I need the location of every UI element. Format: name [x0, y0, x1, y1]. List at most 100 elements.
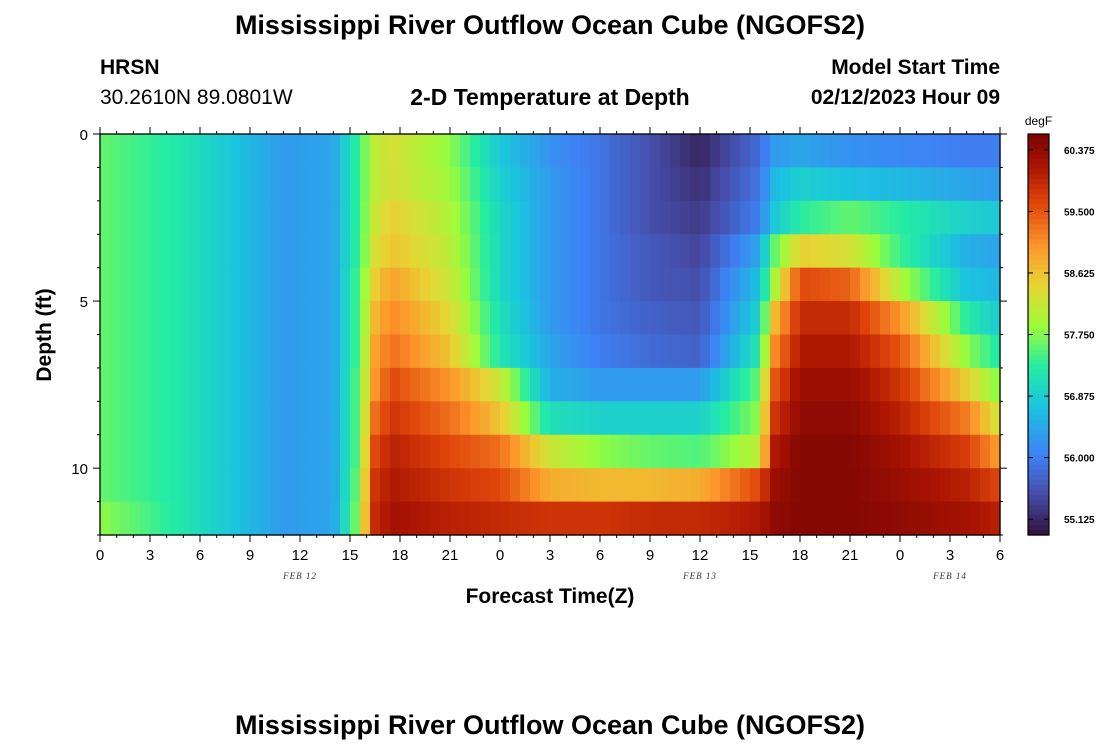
colorbar-band	[1028, 524, 1049, 531]
heatmap-cell	[240, 434, 251, 469]
heatmap-cell	[790, 367, 801, 402]
heatmap-cell	[430, 367, 441, 402]
heatmap-cell	[190, 401, 201, 436]
heatmap-cell	[160, 334, 171, 369]
heatmap-cell	[990, 301, 1001, 336]
heatmap-cell	[480, 401, 491, 436]
heatmap-cell	[460, 234, 471, 269]
heatmap-cell	[990, 334, 1001, 369]
heatmap-cell	[840, 134, 851, 169]
heatmap-cell	[450, 167, 461, 202]
heatmap-cell	[900, 134, 911, 169]
heatmap-cell	[100, 501, 111, 536]
heatmap-cell	[910, 200, 921, 235]
heatmap-cell	[680, 167, 691, 202]
heatmap-cell	[720, 501, 731, 536]
heatmap-cell	[320, 401, 331, 436]
heatmap-cell	[340, 367, 351, 402]
heatmap-cell	[890, 167, 901, 202]
heatmap-cell	[930, 401, 941, 436]
heatmap-cell	[520, 134, 531, 169]
heatmap-cell	[910, 301, 921, 336]
heatmap-cell	[640, 367, 651, 402]
heatmap-cell	[360, 434, 371, 469]
heatmap-cell	[260, 267, 271, 302]
colorbar-tick-label: 60.375	[1064, 146, 1095, 157]
heatmap-cell	[960, 167, 971, 202]
heatmap-cell	[460, 200, 471, 235]
heatmap-cell	[720, 468, 731, 503]
heatmap-cell	[470, 334, 481, 369]
heatmap-cell	[870, 234, 881, 269]
heatmap-cell	[730, 401, 741, 436]
heatmap-cell	[150, 434, 161, 469]
heatmap-cell	[190, 501, 201, 536]
heatmap-cell	[770, 200, 781, 235]
heatmap-cell	[320, 468, 331, 503]
heatmap-cell	[310, 334, 321, 369]
heatmap-cell	[700, 301, 711, 336]
heatmap-cell	[150, 234, 161, 269]
heatmap-cell	[720, 134, 731, 169]
x-tick-label: 3	[146, 547, 154, 564]
heatmap-cell	[770, 434, 781, 469]
heatmap-cell	[750, 200, 761, 235]
heatmap-cell	[650, 401, 661, 436]
heatmap-cell	[420, 167, 431, 202]
heatmap-cell	[740, 401, 751, 436]
heatmap-cell	[290, 401, 301, 436]
heatmap-cell	[690, 200, 701, 235]
colorbar-band	[1028, 249, 1049, 255]
heatmap-cell	[830, 200, 841, 235]
heatmap-cell	[590, 468, 601, 503]
heatmap-cell	[720, 401, 731, 436]
heatmap-cell	[970, 501, 981, 536]
heatmap-cell	[590, 234, 601, 269]
heatmap-cell	[290, 167, 301, 202]
heatmap-cell	[810, 200, 821, 235]
heatmap-cell	[170, 234, 181, 269]
heatmap-cell	[760, 234, 771, 269]
heatmap-cell	[940, 468, 951, 503]
heatmap-cell	[270, 234, 281, 269]
heatmap-cell	[320, 301, 331, 336]
heatmap-cell	[200, 234, 211, 269]
heatmap-cell	[660, 301, 671, 336]
heatmap-cell	[710, 134, 721, 169]
heatmap-cell	[950, 334, 961, 369]
heatmap-cell	[870, 434, 881, 469]
heatmap-cell	[180, 367, 191, 402]
heatmap-cell	[610, 367, 621, 402]
heatmap-cell	[530, 501, 541, 536]
heatmap-cell	[710, 434, 721, 469]
heatmap-cell	[990, 167, 1001, 202]
heatmap-cell	[180, 267, 191, 302]
heatmap-cell	[650, 134, 661, 169]
heatmap-cell	[810, 167, 821, 202]
heatmap-cell	[830, 334, 841, 369]
heatmap-cell	[650, 267, 661, 302]
heatmap-cell	[200, 134, 211, 169]
heatmap-cell	[720, 301, 731, 336]
colorbar-band	[1028, 429, 1049, 436]
heatmap-cell	[720, 367, 731, 402]
heatmap-cell	[280, 301, 291, 336]
colorbar-band	[1028, 494, 1049, 501]
heatmap-cell	[390, 267, 401, 302]
heatmap-cell	[360, 167, 371, 202]
heatmap-cell	[960, 367, 971, 402]
heatmap-cell	[110, 167, 121, 202]
heatmap-cell	[420, 468, 431, 503]
heatmap-cell	[270, 301, 281, 336]
heatmap-cell	[550, 134, 561, 169]
heatmap-cell	[680, 267, 691, 302]
colorbar-band	[1028, 254, 1049, 260]
heatmap-cell	[790, 468, 801, 503]
heatmap-cell	[150, 134, 161, 169]
heatmap-cell	[800, 134, 811, 169]
heatmap-cell	[570, 367, 581, 402]
heatmap-cell	[550, 301, 561, 336]
heatmap-cell	[480, 301, 491, 336]
heatmap-cell	[510, 267, 521, 302]
heatmap-cell	[120, 468, 131, 503]
